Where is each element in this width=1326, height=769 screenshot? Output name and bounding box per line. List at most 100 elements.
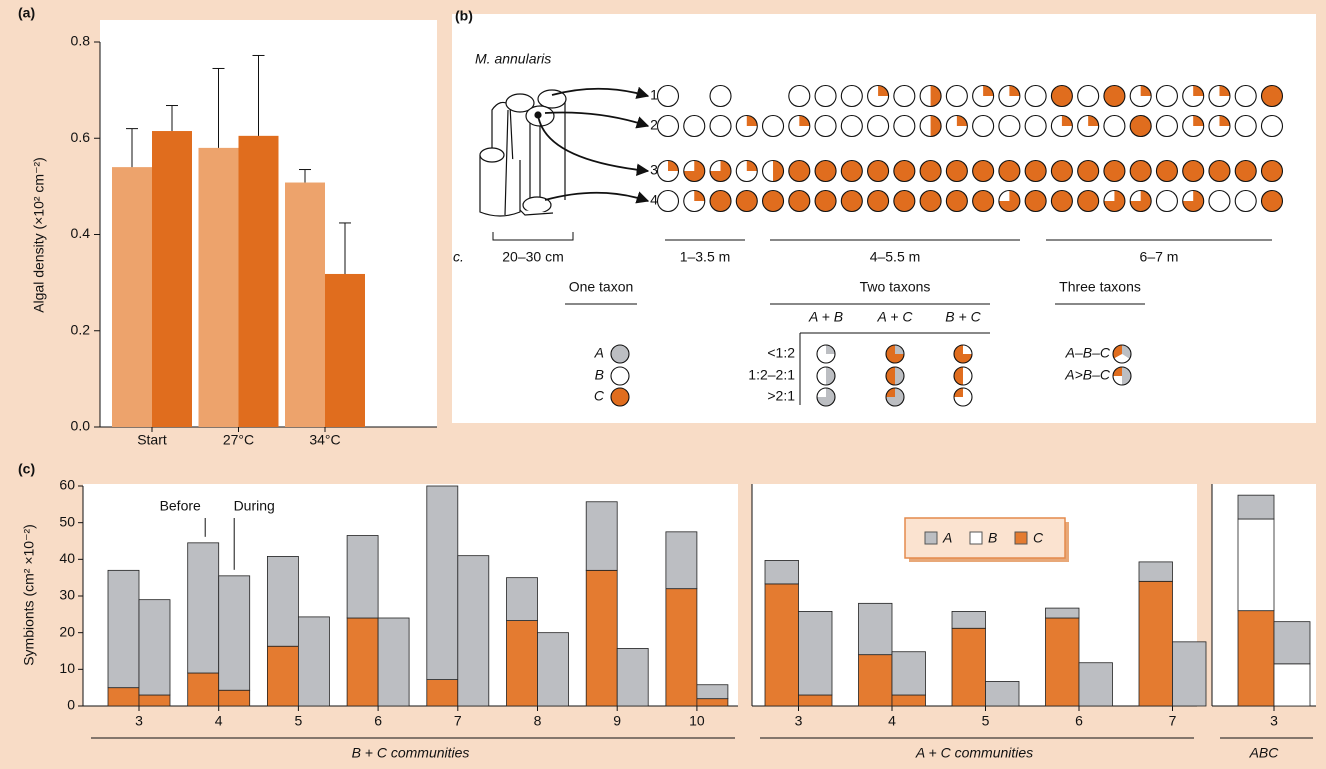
pie-base — [1156, 115, 1178, 137]
bar-segment — [585, 569, 618, 707]
pie-slice — [694, 190, 705, 201]
pie-outline — [1182, 189, 1205, 213]
x-tick-label: 34°C — [309, 432, 340, 448]
bar-segment — [1045, 607, 1080, 619]
bar-segment — [218, 689, 251, 707]
pie-outline — [610, 366, 630, 386]
scale-prefix: c. — [453, 249, 464, 265]
pie-outline — [1260, 114, 1284, 138]
pie-slice — [1088, 115, 1099, 126]
pie-outline — [1234, 114, 1257, 138]
pie-slice — [788, 160, 810, 182]
pie-slice — [930, 85, 942, 107]
bar-segment — [266, 556, 299, 647]
pie-slice — [1208, 160, 1230, 182]
pie-outline — [1077, 159, 1100, 183]
pie-outline — [1182, 84, 1205, 108]
pie-outline — [1077, 114, 1100, 138]
bar-segment — [1138, 561, 1173, 582]
x-tick-label: 4 — [215, 713, 223, 729]
group-label: A + C communities — [915, 745, 1033, 761]
scale-label: 1–3.5 m — [680, 249, 731, 265]
scale-label: 6–7 m — [1140, 249, 1179, 265]
bar-segment — [858, 654, 893, 707]
bar-segment — [1172, 641, 1207, 707]
bar-segment — [951, 611, 986, 629]
pie-slice — [1077, 160, 1099, 182]
pie-base — [1235, 115, 1257, 137]
pie-slice — [972, 160, 994, 182]
bar-segment — [218, 575, 251, 691]
bar — [285, 182, 325, 427]
x-tick-label: 3 — [135, 713, 143, 729]
pie-slice — [1140, 85, 1152, 96]
pie-outline — [788, 114, 811, 138]
pie-slice — [746, 115, 758, 126]
pie-outline — [1050, 84, 1073, 108]
pie-outline — [1155, 159, 1178, 183]
pie-slice — [998, 160, 1020, 182]
legend-label: B — [988, 530, 997, 546]
pie-slice — [1219, 115, 1230, 126]
pie-outline — [1260, 84, 1284, 108]
pie-slice — [1025, 190, 1047, 212]
pie-slice — [1051, 160, 1073, 182]
pie-outline — [761, 189, 785, 213]
y-tick-label: 0.0 — [71, 418, 91, 434]
pie-slice — [1261, 85, 1283, 107]
pie-outline — [1182, 114, 1205, 138]
pie-outline — [867, 84, 890, 108]
pie-slice — [1219, 85, 1230, 96]
pie-outline — [788, 84, 811, 108]
pie-slice — [972, 190, 994, 212]
pie-outline — [945, 114, 968, 138]
pie-slice — [895, 367, 904, 385]
pie-outline — [972, 159, 995, 183]
pie-outline — [1103, 114, 1126, 138]
pie-outline — [867, 189, 890, 213]
group-label: ABC — [1249, 745, 1280, 761]
pie-slice — [773, 160, 784, 182]
panel-label: (b) — [455, 8, 473, 24]
pie-base — [1077, 85, 1099, 107]
pie-outline — [885, 387, 905, 407]
coral-sketch — [479, 89, 567, 217]
pie-base — [998, 115, 1020, 137]
pie-outline — [893, 114, 916, 138]
bar-segment — [798, 694, 833, 707]
pie-outline — [945, 84, 968, 108]
pie-outline — [972, 114, 995, 138]
pie-outline — [1155, 114, 1178, 138]
pie-outline — [998, 114, 1021, 138]
bar-segment — [187, 672, 220, 707]
pie-slice — [1130, 115, 1152, 137]
bar-segment — [858, 602, 893, 656]
pie-base — [946, 85, 968, 107]
legend-pie — [611, 345, 629, 363]
pie-outline — [610, 387, 630, 407]
pie-base — [815, 85, 837, 107]
pie-outline — [1208, 114, 1231, 138]
pie-outline — [1234, 189, 1257, 213]
pie-slice — [1113, 376, 1122, 385]
pie-outline — [1208, 159, 1231, 183]
species-label: M. annularis — [475, 51, 551, 67]
x-tick-label: 4 — [888, 713, 896, 729]
pie-slice — [867, 190, 889, 212]
pie-slice — [841, 160, 863, 182]
group-label: B + C communities — [352, 745, 470, 761]
x-tick-label: 6 — [374, 713, 382, 729]
pie-outline — [735, 189, 758, 213]
bar-segment — [1138, 580, 1173, 707]
y-tick-label: 10 — [59, 660, 75, 676]
scale-label: 20–30 cm — [502, 249, 563, 265]
pie-outline — [1260, 159, 1284, 183]
arrows — [537, 86, 650, 204]
x-tick-label: 3 — [795, 713, 803, 729]
pie-slice — [930, 115, 942, 137]
pie-outline — [816, 366, 836, 386]
pie-outline — [1050, 114, 1073, 138]
bar-segment — [426, 679, 459, 707]
pie-outline — [919, 189, 942, 213]
pie-outline — [885, 366, 905, 386]
